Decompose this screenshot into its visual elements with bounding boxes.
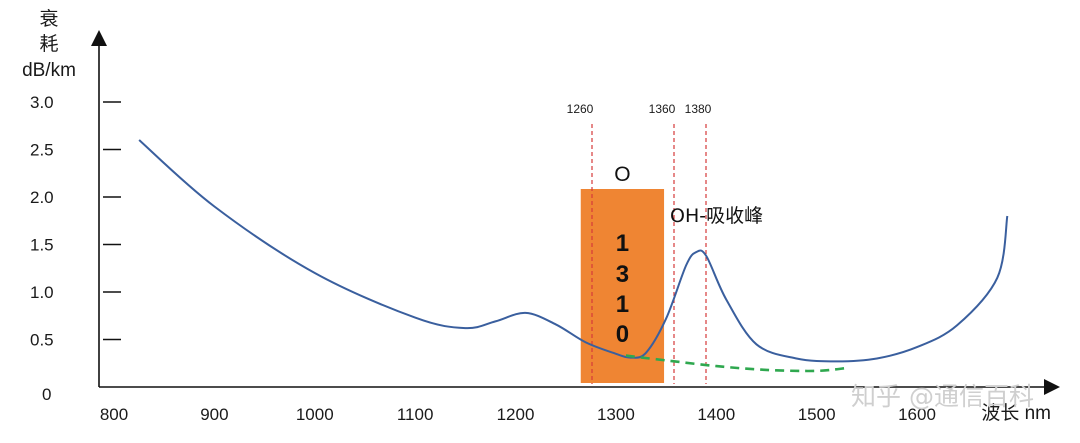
o-band-digit: 1 [616,291,629,318]
x-tick-label: 1600 [898,405,936,424]
o-band-rect [580,189,665,383]
y-axis-label-line: 耗 [39,33,58,55]
x-tick-label: 1200 [497,405,535,424]
attenuation-curve [138,139,1009,363]
x-tick-label: 900 [200,405,228,424]
y-tick-label: 1.0 [30,283,54,302]
oh-absorption-label: OH-吸收峰 [670,205,763,227]
x-tick-labels: 800 900 1000 1100 1200 1300 1400 1500 16… [100,405,936,424]
band-layer: O 1 3 1 0 [580,163,665,383]
y-tick-label: 3.0 [30,93,54,112]
y-tick-label: 1.5 [30,236,54,255]
y-tick-label: 0 [42,385,51,404]
y-tick-label: 2.5 [30,141,54,160]
y-axis-label-line: 衰 [39,8,58,30]
o-band-digit: 3 [616,261,629,288]
o-band-digit: 0 [616,321,629,348]
x-tick-label: 1300 [597,405,635,424]
x-tick-label: 1400 [697,405,735,424]
x-tick-label: 1100 [397,405,434,424]
watermark: 知乎 @通信百科 [851,382,1034,411]
y-axis-label: 衰 耗 dB/km [22,8,76,81]
y-tick-label: 2.0 [30,188,54,207]
marker-layer: 1260 1360 1380 [567,102,712,384]
x-tick-label: 1000 [296,405,334,424]
x-tick-label: 800 [100,405,128,424]
curves [138,139,1009,373]
o-band-digit: 1 [616,230,629,257]
o-band-title: O [614,163,630,186]
y-tick-labels: 0 0.5 1.0 1.5 2.0 2.5 3.0 [30,93,54,404]
axes [91,30,1060,395]
x-axis-label: 波长 nm [981,402,1051,424]
low-water-peak-curve [625,354,847,373]
y-tick-label: 0.5 [30,331,54,350]
marker-label-1380: 1380 [685,102,712,116]
x-tick-label: 1500 [798,405,836,424]
marker-label-1360: 1360 [649,102,676,116]
y-tick-marks [103,101,121,341]
marker-label-1260: 1260 [567,102,594,116]
y-axis-label-unit: dB/km [22,60,76,81]
